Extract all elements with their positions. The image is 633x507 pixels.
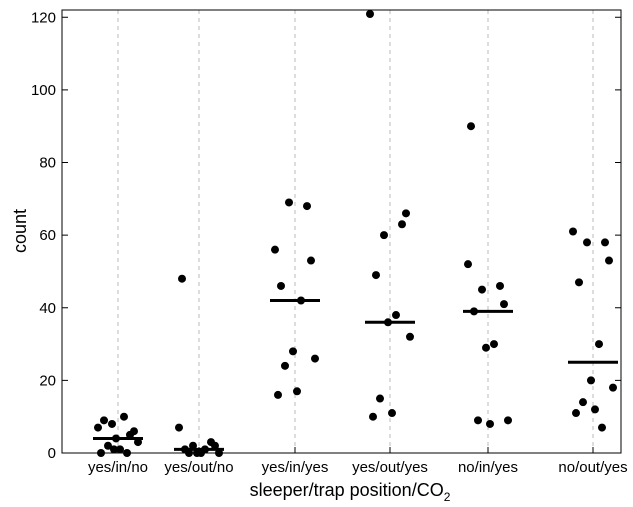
data-point (211, 441, 219, 450)
data-point (189, 441, 197, 450)
y-axis-title: count (10, 209, 30, 253)
vertical-grid-lines (117, 10, 594, 453)
data-point (175, 423, 183, 432)
data-point (579, 398, 587, 407)
data-point (289, 347, 297, 356)
data-point (482, 343, 490, 352)
data-point (388, 409, 396, 418)
y-tick-label: 40 (39, 300, 56, 317)
data-point (116, 445, 124, 454)
data-point (134, 438, 142, 447)
x-axis-ticks: yes/in/no yes/out/no yes/in/yes yes/out/yes… (88, 447, 628, 476)
data-point (285, 198, 293, 207)
data-point (372, 271, 380, 280)
y-tick-label: 100 (31, 82, 56, 99)
data-point (104, 441, 112, 450)
data-point (583, 238, 591, 247)
data-point (274, 390, 282, 399)
y-tick-label: 0 (48, 445, 56, 462)
data-point (609, 383, 617, 392)
x-tick-label: yes/in/no (88, 459, 148, 476)
data-point (97, 449, 105, 457)
data-point (123, 449, 131, 457)
data-point (120, 412, 128, 421)
x-tick-label: yes/out/no (164, 459, 233, 476)
data-point (215, 449, 223, 457)
x-axis-title: sleeper/trap position/CO2 (250, 480, 451, 504)
data-point (402, 209, 410, 218)
data-point (297, 296, 305, 305)
data-point (504, 416, 512, 425)
data-point (474, 416, 482, 425)
x-tick-label: no/out/yes (558, 459, 627, 476)
data-point (598, 423, 606, 432)
y-tick-label: 80 (39, 155, 56, 172)
data-point (384, 318, 392, 327)
data-point (108, 419, 116, 428)
data-point (112, 434, 120, 443)
data-point (94, 423, 102, 432)
x-tick-label: yes/in/yes (262, 459, 329, 476)
data-point (271, 245, 279, 254)
data-point (281, 361, 289, 370)
y-tick-label: 20 (39, 372, 56, 389)
data-point (490, 340, 498, 349)
data-point (311, 354, 319, 363)
x-tick-label: yes/out/yes (352, 459, 428, 476)
data-point (467, 122, 475, 131)
data-point (595, 340, 603, 349)
data-point (100, 416, 108, 425)
data-point (178, 274, 186, 283)
data-point (398, 220, 406, 229)
data-point (601, 238, 609, 247)
data-point (293, 387, 301, 396)
y-tick-label: 60 (39, 227, 56, 244)
data-point (392, 311, 400, 320)
x-axis-title-subscript: 2 (444, 490, 451, 504)
data-point (478, 285, 486, 294)
data-points (94, 10, 617, 457)
plot-frame (61, 9, 622, 454)
data-point (380, 231, 388, 240)
data-point (464, 260, 472, 269)
data-point (406, 332, 414, 341)
data-point (486, 419, 494, 428)
data-point (470, 307, 478, 316)
data-point (569, 227, 577, 236)
data-point (185, 449, 193, 457)
y-tick-label: 120 (31, 9, 56, 26)
data-point (496, 281, 504, 290)
data-point (197, 449, 205, 457)
data-point (376, 394, 384, 403)
data-point (130, 427, 138, 436)
data-point (605, 256, 613, 265)
data-point (303, 202, 311, 211)
data-point (277, 281, 285, 290)
data-point (587, 376, 595, 385)
data-point (500, 300, 508, 309)
data-point (591, 405, 599, 414)
x-tick-label: no/in/yes (458, 459, 518, 476)
data-point (369, 412, 377, 421)
data-point (307, 256, 315, 265)
y-axis-ticks: 0 20 40 60 80 100 120 (31, 9, 621, 462)
median-lines (93, 298, 618, 451)
x-axis-title-main: sleeper/trap position/CO (250, 480, 444, 500)
data-point (366, 10, 374, 18)
data-point (110, 445, 118, 454)
data-point (575, 278, 583, 287)
data-point (572, 409, 580, 418)
